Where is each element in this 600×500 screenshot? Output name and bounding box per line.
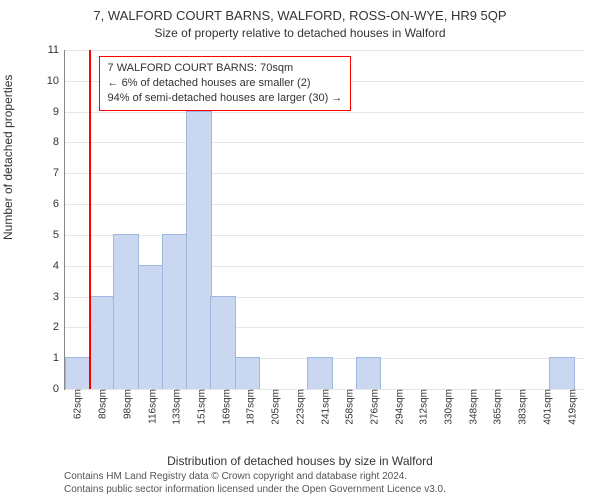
gridline-h [65,50,584,51]
y-tick-label: 1 [53,352,65,364]
histogram-bar [138,265,164,389]
gridline-h [65,112,584,113]
chart-container: 7, WALFORD COURT BARNS, WALFORD, ROSS-ON… [0,0,600,500]
info-box-line: 94% of semi-detached houses are larger (… [108,91,343,106]
x-tick-label: 348sqm [467,389,480,425]
histogram-bar [307,357,333,389]
histogram-bar [549,357,575,389]
x-tick-label: 276sqm [367,389,380,425]
x-tick-label: 98sqm [121,389,134,419]
x-tick-label: 312sqm [417,389,430,425]
marker-line [89,50,91,389]
x-tick-label: 169sqm [219,389,232,425]
histogram-bar [210,296,236,389]
gridline-h [65,204,584,205]
x-tick-label: 116sqm [146,389,159,424]
gridline-h [65,173,584,174]
y-tick-label: 10 [47,75,65,87]
x-tick-label: 80sqm [96,389,109,419]
attribution-line-1: Contains HM Land Registry data © Crown c… [64,470,446,483]
gridline-h [65,235,584,236]
histogram-bar [89,296,115,389]
info-box: 7 WALFORD COURT BARNS: 70sqm← 6% of deta… [99,56,352,111]
histogram-bar [356,357,382,389]
histogram-bar [113,234,139,389]
y-tick-label: 3 [53,291,65,303]
attribution-line-2: Contains public sector information licen… [64,483,446,496]
y-tick-label: 9 [53,106,65,118]
y-tick-label: 0 [53,383,65,395]
y-tick-label: 11 [48,44,65,56]
x-tick-label: 187sqm [244,389,257,425]
x-tick-label: 223sqm [294,389,307,425]
chart-title-main: 7, WALFORD COURT BARNS, WALFORD, ROSS-ON… [0,8,600,23]
x-tick-label: 205sqm [269,389,282,425]
y-axis-label: Number of detached properties [1,75,15,240]
x-tick-label: 241sqm [319,389,332,425]
histogram-bar [186,111,212,389]
histogram-bar [162,234,188,389]
x-axis-label: Distribution of detached houses by size … [0,454,600,468]
y-tick-label: 2 [53,321,65,333]
x-tick-label: 419sqm [565,389,578,425]
y-tick-label: 6 [53,198,65,210]
y-tick-label: 5 [53,229,65,241]
attribution-text: Contains HM Land Registry data © Crown c… [64,470,446,496]
x-tick-label: 365sqm [490,389,503,425]
chart-title-sub: Size of property relative to detached ho… [0,26,600,40]
gridline-h [65,142,584,143]
x-tick-label: 383sqm [515,389,528,425]
histogram-bar [235,357,261,389]
x-tick-label: 151sqm [194,389,207,425]
y-tick-label: 7 [53,167,65,179]
plot-area: 0123456789101162sqm80sqm98sqm116sqm133sq… [64,50,584,390]
x-tick-label: 401sqm [540,389,553,425]
y-tick-label: 8 [53,136,65,148]
x-tick-label: 133sqm [169,389,182,425]
info-box-line: 7 WALFORD COURT BARNS: 70sqm [108,61,343,76]
x-tick-label: 330sqm [442,389,455,425]
x-tick-label: 62sqm [71,389,84,419]
y-tick-label: 4 [53,260,65,272]
x-tick-label: 258sqm [342,389,355,425]
x-tick-label: 294sqm [392,389,405,425]
histogram-bar [65,357,91,389]
info-box-line: ← 6% of detached houses are smaller (2) [108,76,343,91]
